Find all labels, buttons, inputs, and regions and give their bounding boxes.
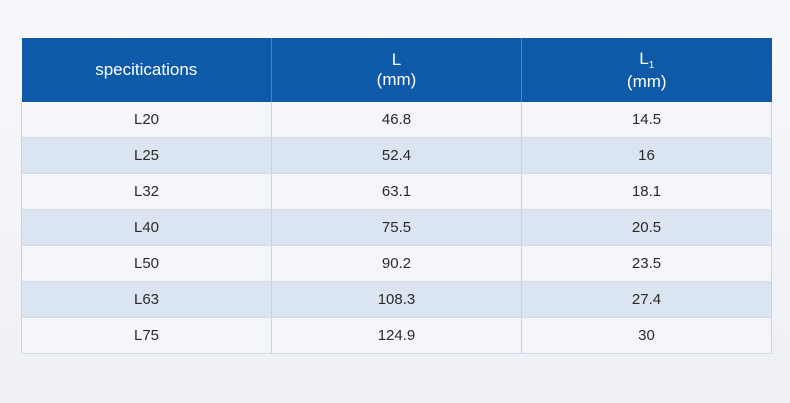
table-row: L32 63.1 18.1 bbox=[21, 173, 772, 210]
header-label: L bbox=[639, 48, 649, 68]
cell-spec: L63 bbox=[21, 281, 272, 318]
header-specifications: specitications bbox=[21, 38, 272, 102]
cell-l: 52.4 bbox=[271, 137, 522, 174]
cell-spec: L75 bbox=[21, 317, 272, 354]
table-row: L20 46.8 14.5 bbox=[21, 102, 772, 138]
spec-table: specitications L (mm) L1 (mm) L20 46.8 1… bbox=[21, 38, 772, 354]
header-label: L bbox=[391, 50, 402, 69]
cell-l1: 23.5 bbox=[521, 245, 772, 282]
cell-l1: 14.5 bbox=[521, 102, 772, 138]
cell-spec: L20 bbox=[21, 102, 272, 138]
cell-spec: L32 bbox=[21, 173, 272, 210]
cell-l: 108.3 bbox=[271, 281, 522, 318]
table-row: L63 108.3 27.4 bbox=[21, 281, 772, 318]
cell-l: 75.5 bbox=[271, 209, 522, 246]
cell-spec: L40 bbox=[21, 209, 272, 246]
cell-l: 46.8 bbox=[271, 102, 522, 138]
header-unit: (mm) bbox=[626, 71, 667, 91]
table-row: L25 52.4 16 bbox=[21, 137, 772, 174]
header-length-l: L (mm) bbox=[271, 38, 522, 102]
header-label: specitications bbox=[95, 60, 198, 79]
cell-l1: 20.5 bbox=[521, 209, 772, 246]
cell-l1: 30 bbox=[521, 317, 772, 354]
spec-table-container: specitications L (mm) L1 (mm) L20 46.8 1… bbox=[21, 38, 772, 354]
cell-l1: 16 bbox=[521, 137, 772, 174]
header-unit: (mm) bbox=[376, 70, 417, 89]
table-row: L50 90.2 23.5 bbox=[21, 245, 772, 282]
cell-l1: 18.1 bbox=[521, 173, 772, 210]
table-header-row: specitications L (mm) L1 (mm) bbox=[21, 38, 772, 102]
header-length-l1: L1 (mm) bbox=[521, 38, 772, 102]
table-row: L40 75.5 20.5 bbox=[21, 209, 772, 246]
cell-l1: 27.4 bbox=[521, 281, 772, 318]
cell-l: 63.1 bbox=[271, 173, 522, 210]
cell-l: 124.9 bbox=[271, 317, 522, 354]
cell-l: 90.2 bbox=[271, 245, 522, 282]
table-row: L75 124.9 30 bbox=[21, 317, 772, 354]
header-subscript: 1 bbox=[648, 59, 655, 71]
cell-spec: L25 bbox=[21, 137, 272, 174]
cell-spec: L50 bbox=[21, 245, 272, 282]
